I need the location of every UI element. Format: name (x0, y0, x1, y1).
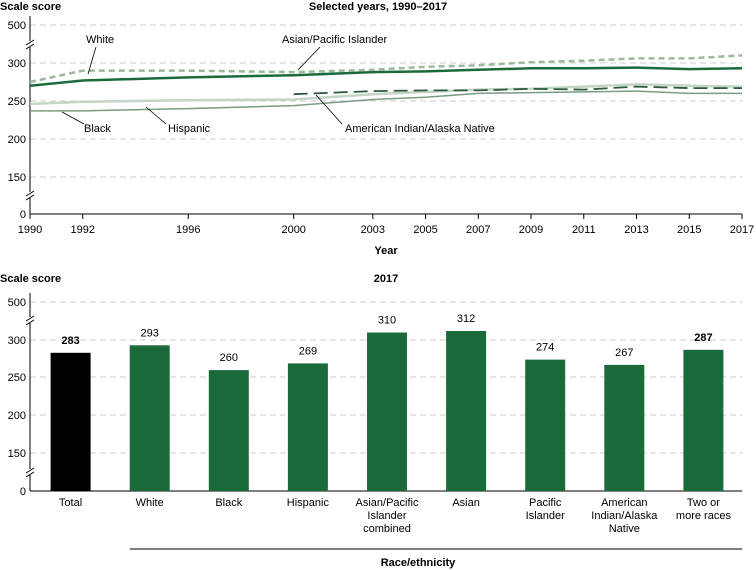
legend-leader-american-indian-alaska-native (315, 94, 343, 125)
legend-label-black: Black (84, 123, 111, 135)
series-line-hispanic (29, 83, 743, 106)
bar-white (129, 345, 170, 491)
bar-category-label-pacific-islander: Pacific Islander (526, 497, 565, 522)
line-axis-break-mark-a-1 (25, 190, 35, 197)
bar-american-indian-alaska-native (604, 364, 645, 491)
bar-chart-x-ticks: Total White Black Hispanic Asian/Pacific Isla… (59, 497, 732, 535)
line-chart-legend: White Asian/Pacific Islander Black Hispanic… (61, 34, 495, 135)
line-y-tick-300: 300 (8, 58, 26, 70)
line-y-tick-200: 200 (8, 134, 26, 146)
legend-label-asian-pacific-islander: Asian/Pacific Islander (282, 34, 387, 46)
series-line-black (30, 90, 742, 112)
bar-asian-pacific-islander-combined (367, 332, 407, 491)
line-chart-y-ticks: 0 150 200 250 300 500 (8, 20, 26, 221)
bar-chart-title: 2017 (374, 273, 398, 285)
bar-value-label-black: 260 (220, 352, 238, 364)
bar-value-label-asian-pacific-islander-combined: 310 (378, 315, 396, 327)
legend-leader-hispanic (145, 106, 167, 125)
bar-y-tick-0: 0 (20, 486, 26, 498)
bar-category-label-asian-pacific-islander-combined: Asian/Pacific Islander combined (356, 497, 419, 535)
bar-value-label-hispanic: 269 (299, 345, 317, 357)
legend-label-american-indian-alaska-native: American Indian/Alaska Native (345, 123, 495, 135)
bar-total (50, 352, 91, 491)
bar-y-tick-300: 300 (8, 335, 26, 347)
bar-chart-y-ticks: 0 150 200 250 300 500 (8, 297, 26, 498)
bar-y-tick-250: 250 (8, 372, 26, 384)
legend-leader-black (61, 111, 85, 125)
bar-y-tick-200: 200 (8, 410, 26, 422)
line-axis-break-mark-a-0 (25, 39, 35, 46)
bar-value-label-total: 283 (61, 335, 79, 347)
bar-axis-break-gap-0 (25, 317, 35, 323)
bar-chart: Scale score 2017 0 150 200 250 300 500 283 293… (0, 273, 742, 569)
bar-axis-break-gap-1 (25, 469, 35, 475)
legend-leader-asian-pacific-islander (297, 46, 321, 71)
line-x-tick-2011: 2011 (572, 224, 596, 236)
line-chart-title: Selected years, 1990–2017 (309, 1, 447, 13)
bar-category-label-black: Black (215, 497, 242, 509)
bar-y-tick-150: 150 (8, 448, 26, 460)
bar-y-tick-500: 500 (8, 297, 26, 309)
line-x-tick-2017: 2017 (730, 224, 754, 236)
bar-category-label-two-or-more-races: Two or more races (676, 497, 732, 522)
bar-two-or-more-races (683, 349, 724, 491)
line-x-tick-2007: 2007 (466, 224, 490, 236)
line-x-tick-2000: 2000 (281, 224, 305, 236)
line-axis-break-mark-b-0 (25, 43, 35, 50)
line-chart-series (29, 54, 743, 112)
bar-chart-xlabel: Race/ethnicity (381, 557, 456, 569)
bar-category-label-total: Total (59, 497, 82, 509)
bar-category-label-american-indian-alaska-native: American Indian/Alaska Native (591, 497, 658, 535)
bar-value-label-two-or-more-races: 287 (694, 332, 712, 344)
legend-label-white: White (86, 34, 114, 46)
bar-category-label-hispanic: Hispanic (287, 497, 330, 509)
line-x-tick-2015: 2015 (677, 224, 701, 236)
line-x-tick-2003: 2003 (361, 224, 385, 236)
bar-asian (446, 331, 487, 491)
bar-chart-bars: 283 293 260 269 310 312 274 267 287 (50, 313, 724, 491)
bar-value-label-asian: 312 (457, 313, 475, 325)
line-y-tick-250: 250 (8, 96, 26, 108)
bar-axis-break-mark-a-0 (25, 315, 35, 322)
bar-value-label-white: 293 (140, 327, 158, 339)
bar-chart-ylabel: Scale score (0, 273, 61, 285)
bar-category-label-white: White (136, 497, 164, 509)
bar-pacific-islander (525, 359, 566, 491)
line-chart-ylabel: Scale score (0, 1, 61, 13)
legend-leader-white (87, 46, 97, 75)
line-x-tick-1992: 1992 (70, 224, 94, 236)
bar-category-label-asian: Asian (452, 497, 480, 509)
bar-hispanic (287, 363, 328, 491)
bar-axis-break-mark-b-1 (25, 471, 35, 478)
line-x-tick-2013: 2013 (624, 224, 648, 236)
bar-black (208, 370, 249, 491)
line-x-tick-2009: 2009 (519, 224, 543, 236)
series-line-asian-pacific-islander (29, 54, 743, 84)
line-y-tick-0: 0 (20, 209, 26, 221)
line-y-tick-150: 150 (8, 172, 26, 184)
bar-value-label-pacific-islander: 274 (536, 342, 554, 354)
bar-axis-break-mark-b-0 (25, 319, 35, 326)
bar-axis-break-mark-a-1 (25, 467, 35, 474)
line-chart-x-ticks: 1990 1992 1996 2000 2003 2005 2007 2009 2011 2013… (18, 214, 754, 236)
line-chart-gridlines (25, 16, 742, 215)
line-axis-break-mark-b-1 (25, 194, 35, 201)
line-chart-xlabel: Year (374, 245, 398, 257)
bar-value-label-american-indian-alaska-native: 267 (615, 347, 633, 359)
line-axis-break-gap-1 (25, 192, 35, 198)
line-x-tick-1996: 1996 (176, 224, 200, 236)
line-x-tick-1990: 1990 (18, 224, 42, 236)
legend-label-hispanic: Hispanic (168, 123, 211, 135)
line-axis-break-gap-0 (25, 41, 35, 47)
line-chart: Scale score Selected years, 1990–2017 01… (0, 1, 754, 257)
series-line-white (29, 66, 743, 88)
line-y-tick-500: 500 (8, 20, 26, 32)
line-x-tick-2005: 2005 (413, 224, 437, 236)
